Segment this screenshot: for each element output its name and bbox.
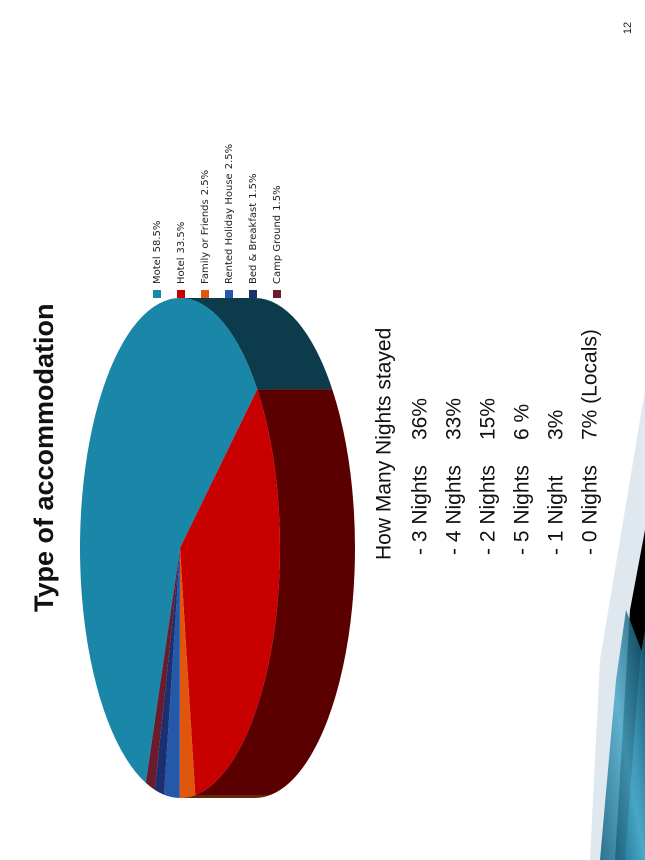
legend-value: 2.5%: [224, 144, 235, 169]
legend-label: Bed & Breakfast 1.5%: [248, 173, 259, 284]
legend-swatch: [177, 290, 185, 298]
slice-side: [180, 298, 333, 390]
legend-value: 1.5%: [272, 185, 283, 210]
pie-slice: [179, 548, 196, 798]
nights-share: 6 %: [511, 404, 534, 440]
legend-name: Bed & Breakfast: [248, 203, 259, 284]
decor-swoosh: [600, 610, 645, 860]
legend-label: Motel 58.5%: [152, 221, 163, 284]
legend-name: Family or Friends: [200, 199, 211, 284]
nights-share: 36%: [409, 398, 432, 440]
slice-side: [195, 389, 355, 796]
legend-label: Rented Holiday House 2.5%: [224, 144, 235, 284]
legend-swatch: [201, 290, 209, 298]
pie-chart: [80, 298, 355, 798]
legend-swatch: [249, 290, 257, 298]
nights-label: - 1 Night: [545, 475, 568, 555]
nights-label: - 4 Nights: [443, 465, 466, 555]
legend-swatch: [273, 290, 281, 298]
page-number: 12: [622, 22, 634, 34]
legend-label: Family or Friends 2.5%: [200, 170, 211, 284]
legend-name: Rented Holiday House: [224, 173, 235, 284]
pie-slice: [154, 548, 180, 795]
slice-side: [180, 795, 271, 798]
pie-slice: [180, 389, 280, 796]
pie-slice: [80, 298, 258, 783]
nights-share: 15%: [477, 398, 500, 440]
pie-slice: [164, 548, 180, 798]
nights-list: How Many Nights stayed - 3 Nights 36% - 4 …: [373, 328, 602, 560]
nights-label: - 2 Nights: [477, 465, 500, 555]
legend-name: Motel: [152, 256, 163, 284]
nights-share: 3%: [545, 410, 568, 440]
slide-title: Type of accommodation: [29, 303, 59, 612]
legend-label: Camp Ground 1.5%: [272, 185, 283, 284]
legend-swatch: [153, 290, 161, 298]
legend-value: 58.5%: [152, 221, 163, 253]
legend-value: 2.5%: [200, 170, 211, 195]
nights-share: 7% (Locals): [579, 329, 602, 440]
nights-label: - 5 Nights: [511, 465, 534, 555]
nights-label: - 0 Nights: [579, 465, 602, 555]
legend-swatch: [225, 290, 233, 298]
legend-name: Camp Ground: [272, 215, 283, 284]
legend-name: Hotel: [176, 258, 187, 285]
nights-title: How Many Nights stayed: [373, 328, 396, 560]
legend-label: Hotel 33.5%: [176, 222, 187, 284]
legend-value: 1.5%: [248, 173, 259, 198]
pie-slice: [145, 548, 180, 790]
legend-value: 33.5%: [176, 222, 187, 254]
legend: Motel 58.5% Hotel 33.5% Family or Friends 2.5…: [152, 144, 283, 298]
nights-share: 33%: [443, 398, 466, 440]
nights-label: - 3 Nights: [409, 465, 432, 555]
